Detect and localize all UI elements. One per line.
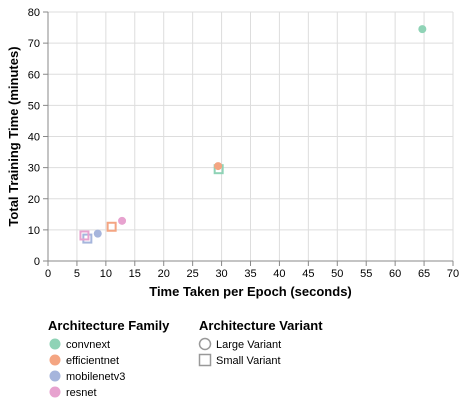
y-tick-label: 60 (28, 69, 40, 81)
y-tick-label: 80 (28, 7, 40, 19)
x-tick-label: 20 (158, 268, 170, 280)
legend-swatch-mobilenetv3 (49, 370, 61, 382)
legend-swatch-efficientnet (49, 354, 61, 366)
legend-swatch-resnet (49, 386, 61, 398)
data-point-resnet-large (118, 216, 127, 225)
legend-label-mobilenetv3: mobilenetv3 (66, 371, 125, 383)
legend-label-resnet: resnet (66, 387, 97, 399)
x-tick-label: 0 (45, 268, 51, 280)
color-legend: Architecture Family convnext efficientnet… (48, 318, 170, 399)
x-tick-label: 45 (302, 268, 314, 280)
axes: 0 5 10 15 20 25 30 35 40 45 50 55 60 65 70 0 10 20 30 40 50 6… (28, 7, 459, 280)
x-tick-label: 55 (360, 268, 372, 280)
legend-symbol-square (198, 353, 212, 367)
data-point-convnext-large (418, 25, 427, 34)
shape-legend: Architecture Variant Large Variant Small … (198, 318, 323, 367)
x-tick-label: 35 (244, 268, 256, 280)
grid (47, 11, 454, 262)
legend-label-circle: Large Variant (216, 339, 281, 351)
y-tick-label: 10 (28, 225, 40, 237)
x-tick-label: 40 (273, 268, 285, 280)
y-tick-label: 50 (28, 100, 40, 112)
x-tick-label: 5 (74, 268, 80, 280)
x-tick-label: 65 (418, 268, 430, 280)
color-legend-title: Architecture Family (48, 318, 170, 333)
data-point-efficientnet-large (214, 162, 223, 171)
data-points (79, 25, 427, 244)
x-tick-label: 25 (187, 268, 199, 280)
x-tick-label: 10 (100, 268, 112, 280)
y-axis-title: Total Training Time (minutes) (6, 46, 21, 226)
data-point-mobilenetv3-large (93, 229, 102, 238)
data-point-efficientnet-small (106, 221, 117, 232)
y-tick-label: 0 (34, 256, 40, 268)
x-tick-label: 15 (129, 268, 141, 280)
x-tick-label: 70 (447, 268, 459, 280)
shape-legend-title: Architecture Variant (199, 318, 323, 333)
legend-label-efficientnet: efficientnet (66, 355, 119, 367)
y-tick-label: 30 (28, 163, 40, 175)
x-axis-title: Time Taken per Epoch (seconds) (149, 284, 352, 299)
y-tick-label: 70 (28, 38, 40, 50)
x-tick-label: 30 (215, 268, 227, 280)
legend-swatch-convnext (49, 338, 61, 350)
legend-label-convnext: convnext (66, 339, 110, 351)
legend-label-square: Small Variant (216, 355, 281, 367)
data-point-resnet-small (79, 230, 90, 241)
y-tick-label: 40 (28, 132, 40, 144)
y-tick-label: 20 (28, 194, 40, 206)
x-tick-label: 50 (331, 268, 343, 280)
x-tick-label: 60 (389, 268, 401, 280)
legend-symbol-circle (198, 337, 212, 351)
